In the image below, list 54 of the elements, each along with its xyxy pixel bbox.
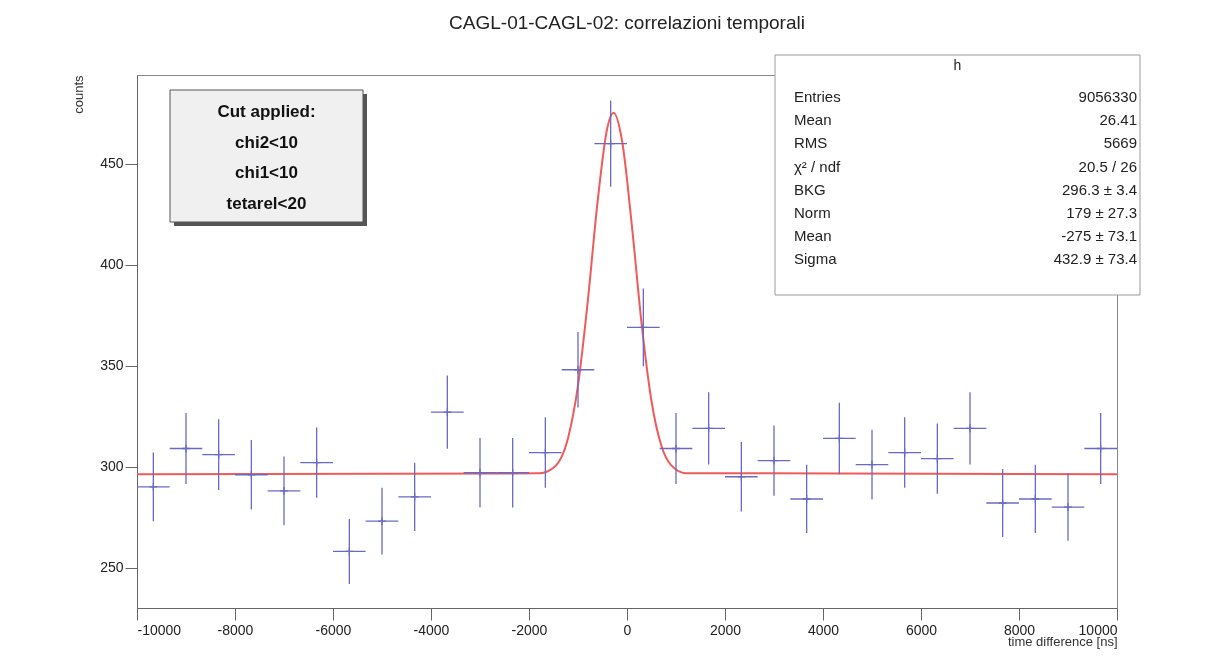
annotation: Entries <box>794 88 841 105</box>
point <box>1030 494 1040 504</box>
annotation: Cut applied: <box>217 102 316 121</box>
annotation: chi2<10 <box>235 132 298 152</box>
annotation: 20.5 / 26 <box>1078 157 1137 175</box>
chart-title: CAGL-01-CAGL-02: correlazioni temporali <box>449 11 805 33</box>
point <box>148 482 158 492</box>
point <box>410 492 420 502</box>
annotation: -275 ± 73.1 <box>1061 227 1137 245</box>
annotation: Mean <box>794 111 832 129</box>
x-tick-label: -8000 <box>217 621 254 638</box>
annotation: 432.9 ± 73.4 <box>1053 250 1137 268</box>
point <box>475 468 485 478</box>
x-tick-label: -2000 <box>511 621 548 638</box>
point <box>802 494 812 504</box>
annotation: Mean <box>794 227 832 245</box>
y-tick-label: 400 <box>100 256 124 273</box>
annotation: 296.3 ± 3.4 <box>1062 180 1137 198</box>
point <box>769 456 779 466</box>
y-tick-label: 300 <box>100 458 124 475</box>
x-tick-label: 2000 <box>709 621 742 638</box>
point <box>965 423 975 433</box>
annotation: χ² / ndf <box>794 157 842 175</box>
annotation: RMS <box>794 134 828 152</box>
x-tick-label: 6000 <box>905 621 938 638</box>
point <box>181 443 191 454</box>
y-tick-label: 250 <box>100 559 124 576</box>
x-tick-label: -10000 <box>137 621 182 638</box>
point <box>279 486 289 496</box>
point <box>573 365 583 375</box>
x-tick-label: 4000 <box>807 621 840 638</box>
text: h <box>953 57 962 73</box>
point <box>998 498 1008 508</box>
annotation: Norm <box>794 204 831 221</box>
annotation: 5669 <box>1103 134 1137 152</box>
x-tick-label: 10000 <box>1078 621 1118 638</box>
x-tick-label: -6000 <box>315 621 352 638</box>
annotation: tetarel<20 <box>226 193 307 213</box>
annotation: Sigma <box>794 250 838 268</box>
annotation: chi1<10 <box>235 163 298 182</box>
point <box>377 516 387 526</box>
point <box>671 443 681 454</box>
annotation: BKG <box>794 180 826 198</box>
y-tick-label: 350 <box>100 357 124 374</box>
x-tick-label: 8000 <box>1003 621 1036 638</box>
x-tick-label: 0 <box>623 621 632 638</box>
point <box>1063 502 1073 512</box>
x-tick-label: -4000 <box>413 621 450 638</box>
annotation: 9056330 <box>1078 88 1137 105</box>
annotation: 179 ± 27.3 <box>1066 204 1137 221</box>
y-axis-title: counts <box>71 75 87 114</box>
point <box>867 460 877 470</box>
y-tick-label: 450 <box>100 155 124 172</box>
annotation: 26.41 <box>1099 111 1137 129</box>
